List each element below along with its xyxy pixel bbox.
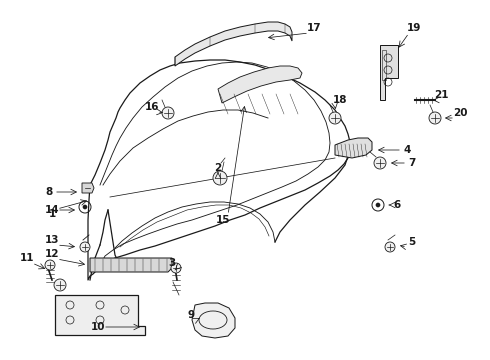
Text: 16: 16: [145, 102, 159, 112]
Polygon shape: [218, 66, 302, 103]
Text: 17: 17: [307, 23, 321, 33]
Text: 1: 1: [49, 209, 56, 219]
Circle shape: [162, 107, 174, 119]
Text: 2: 2: [215, 163, 221, 173]
Polygon shape: [55, 295, 145, 335]
Circle shape: [374, 157, 386, 169]
Text: 8: 8: [46, 187, 52, 197]
Text: 20: 20: [453, 108, 467, 118]
Circle shape: [429, 112, 441, 124]
Text: 21: 21: [434, 90, 448, 100]
Text: 18: 18: [333, 95, 347, 105]
Text: 3: 3: [169, 258, 175, 268]
Circle shape: [83, 205, 87, 209]
Text: 11: 11: [20, 253, 34, 263]
Text: 19: 19: [407, 23, 421, 33]
Polygon shape: [380, 45, 398, 100]
Circle shape: [54, 279, 66, 291]
Text: 7: 7: [408, 158, 416, 168]
Circle shape: [385, 242, 395, 252]
Bar: [382, 50, 386, 80]
Polygon shape: [82, 183, 94, 193]
Text: 9: 9: [188, 310, 195, 320]
Text: 15: 15: [216, 215, 230, 225]
Circle shape: [45, 260, 55, 270]
Circle shape: [376, 203, 380, 207]
Circle shape: [213, 171, 227, 185]
Text: 12: 12: [45, 249, 59, 259]
Text: 13: 13: [45, 235, 59, 245]
Circle shape: [171, 263, 181, 273]
Circle shape: [80, 242, 90, 252]
Circle shape: [329, 112, 341, 124]
Polygon shape: [90, 258, 172, 272]
Polygon shape: [335, 138, 372, 158]
Text: 4: 4: [403, 145, 411, 155]
Polygon shape: [175, 22, 292, 66]
Text: 5: 5: [408, 237, 416, 247]
Text: 6: 6: [393, 200, 401, 210]
Polygon shape: [192, 303, 235, 338]
Text: 10: 10: [91, 322, 105, 332]
Text: 14: 14: [45, 205, 59, 215]
